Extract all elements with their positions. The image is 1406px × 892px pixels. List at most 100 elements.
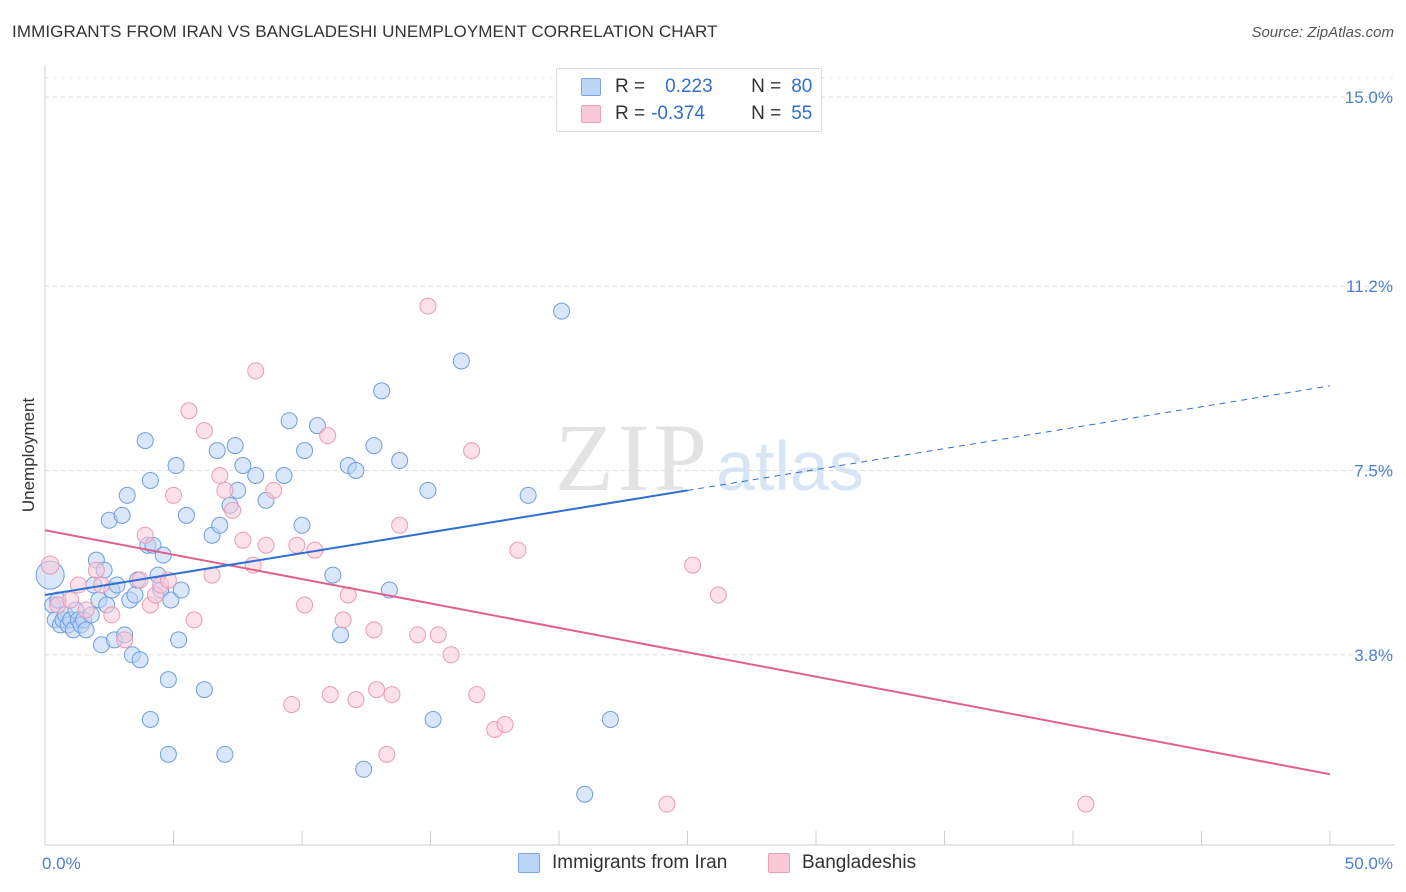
series-label-bangladeshi: Bangladeshis <box>802 852 917 873</box>
legend-r-label: R = <box>615 76 646 97</box>
legend-n-label: N = <box>751 76 782 97</box>
y-tick-label-1: 7.5% <box>1354 462 1393 481</box>
y-tick-labels: 3.8% 7.5% 11.2% 15.0% <box>1345 88 1393 665</box>
bangladeshi-point <box>496 715 514 733</box>
iran-point <box>126 586 144 604</box>
bangladeshi-point <box>468 686 486 704</box>
iran-point <box>195 681 213 699</box>
bangladeshi-point <box>368 681 386 699</box>
legend-swatch-iran <box>581 78 601 96</box>
y-axis-label: Unemployment <box>19 398 38 513</box>
iran-point <box>141 711 159 728</box>
iran-point <box>177 506 195 524</box>
bangladeshi-point <box>334 611 352 629</box>
bangladeshi-point <box>391 516 409 534</box>
iran-point <box>113 506 131 524</box>
bangladeshi-point <box>211 466 229 484</box>
bangladeshi-point <box>463 442 481 460</box>
bangladeshi-point <box>216 481 234 499</box>
legend-row-bangladeshi: R = -0.374 N = 55 <box>581 103 812 125</box>
iran-point <box>162 591 180 609</box>
iran-point <box>234 457 252 475</box>
legend-n-value: 55 <box>791 103 813 124</box>
iran-point <box>141 471 159 489</box>
iran-point <box>365 437 383 455</box>
bangladeshi-point <box>658 795 676 813</box>
bangladeshi-point <box>136 526 154 544</box>
iran-point <box>280 412 298 430</box>
series-bangladeshi-points <box>40 297 1095 813</box>
x-tick-label-1: 50.0% <box>1345 854 1393 873</box>
bangladeshi-point <box>442 646 460 664</box>
series-label-iran: Immigrants from Iran <box>552 852 728 873</box>
bangladeshi-point <box>296 596 314 614</box>
bangladeshi-point <box>195 422 213 440</box>
iran-point <box>247 466 265 484</box>
iran-point <box>296 442 314 460</box>
bangladeshi-point <box>87 561 105 579</box>
legend-n-value: 80 <box>791 76 813 97</box>
iran-point <box>216 745 234 763</box>
series-legend-iran: Immigrants from Iran <box>518 852 727 874</box>
bangladeshi-point <box>257 536 275 554</box>
trendlines <box>44 385 1331 776</box>
iran-point <box>576 785 594 803</box>
legend-r-value: 0.223 <box>665 76 713 97</box>
bangladeshi-point <box>347 691 365 709</box>
bangladeshi-point <box>116 631 134 649</box>
iran-point <box>308 417 326 435</box>
iran-point <box>154 546 172 564</box>
correlation-legend: R = 0.223 N = 80 R = -0.374 N = 55 <box>556 68 822 132</box>
bangladeshi-point <box>77 601 95 619</box>
bangladeshi-point <box>709 586 727 604</box>
iran-point <box>167 457 185 475</box>
iran-point <box>347 462 365 479</box>
chart-title: IMMIGRANTS FROM IRAN VS BANGLADESHI UNEM… <box>12 22 718 41</box>
bangladeshi-point <box>419 297 437 315</box>
iran-point <box>324 566 342 584</box>
bangladeshi-point <box>283 696 301 714</box>
bangladeshi-point <box>319 427 337 445</box>
axes <box>44 65 1395 846</box>
series-legend: Immigrants from Iran Bangladeshis <box>0 852 1406 878</box>
iran-point <box>77 621 95 639</box>
watermark-zip: ZIP <box>555 404 711 511</box>
iran-point <box>419 481 437 499</box>
bangladeshi-point <box>383 686 401 704</box>
y-tick-label-0: 3.8% <box>1354 646 1393 665</box>
iran-point <box>355 760 373 778</box>
x-tick-labels: 0.0% 50.0% <box>42 854 1393 873</box>
iran-point <box>208 442 226 460</box>
legend-swatch-bangladeshi <box>581 105 601 123</box>
iran-point <box>131 651 149 669</box>
watermark-atlas: atlas <box>716 427 864 505</box>
legend-row-iran: R = 0.223 N = 80 <box>581 76 812 98</box>
iran-point <box>136 432 154 450</box>
bangladeshi-point <box>180 402 198 420</box>
iran-point <box>159 745 177 763</box>
iran-point <box>226 437 244 455</box>
bangladeshi-point <box>409 626 427 644</box>
iran-point <box>519 486 537 504</box>
bangladeshi-point <box>429 626 447 644</box>
y-tick-label-2: 11.2% <box>1346 277 1393 296</box>
iran-trendline-extension <box>687 385 1331 491</box>
series-iran-points <box>35 302 619 803</box>
source-label: Source: ZipAtlas.com <box>1251 24 1394 41</box>
bangladeshi-point <box>185 611 203 629</box>
bangladeshi-point <box>247 362 265 380</box>
series-swatch-bangladeshi <box>768 853 790 873</box>
legend-r-label: R = <box>615 103 646 124</box>
iran-point <box>293 516 311 534</box>
legend-n-label: N = <box>751 103 782 124</box>
bangladeshi-point <box>1077 795 1095 813</box>
series-legend-bangladeshi: Bangladeshis <box>768 852 916 874</box>
iran-point <box>332 626 350 644</box>
iran-point <box>373 382 391 400</box>
iran-point <box>211 516 229 534</box>
bangladeshi-point <box>265 481 283 499</box>
y-tick-label-3: 15.0% <box>1345 88 1393 107</box>
iran-point <box>553 302 571 320</box>
bangladeshi-point <box>62 591 80 609</box>
